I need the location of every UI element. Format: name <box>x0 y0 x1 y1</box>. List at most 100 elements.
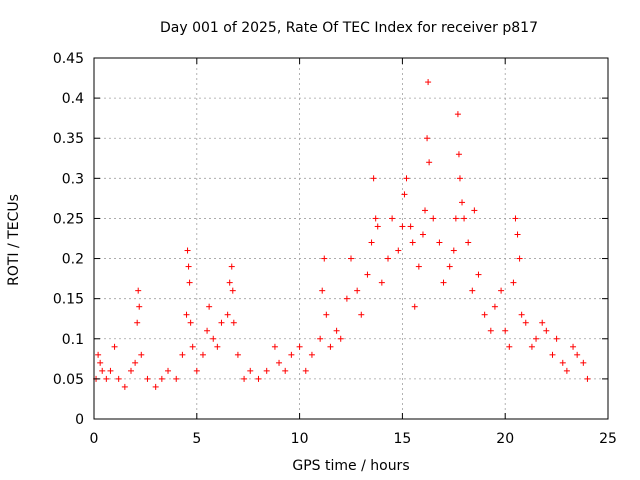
data-point <box>138 351 145 358</box>
data-point <box>512 215 519 222</box>
data-point <box>407 223 414 230</box>
data-point <box>539 319 546 326</box>
data-point <box>218 319 225 326</box>
data-point <box>152 383 159 390</box>
data-point <box>111 343 118 350</box>
data-point <box>522 319 529 326</box>
data-point <box>276 359 283 366</box>
data-point <box>459 199 466 206</box>
data-point <box>378 279 385 286</box>
data-point <box>389 215 396 222</box>
data-point <box>461 215 468 222</box>
data-point <box>230 319 237 326</box>
y-tick-label: 0.4 <box>62 91 84 107</box>
data-point <box>107 367 114 374</box>
x-tick-label: 20 <box>496 431 514 447</box>
data-point <box>370 175 377 182</box>
data-point <box>128 367 135 374</box>
data-point <box>247 367 254 374</box>
data-point <box>317 335 324 342</box>
data-point <box>319 287 326 294</box>
data-point <box>487 327 494 334</box>
data-point <box>135 287 142 294</box>
data-point <box>430 215 437 222</box>
y-tick-label: 0.45 <box>53 51 84 67</box>
data-point <box>491 303 498 310</box>
data-point <box>446 263 453 270</box>
y-tick-label: 0.05 <box>53 372 84 388</box>
y-tick-label: 0.25 <box>53 211 84 227</box>
data-point <box>374 223 381 230</box>
data-point <box>436 239 443 246</box>
data-point <box>502 327 509 334</box>
data-point <box>186 279 193 286</box>
data-point <box>321 255 328 262</box>
y-tick-label: 0 <box>75 412 84 428</box>
data-point <box>183 311 190 318</box>
x-tick-label: 0 <box>90 431 99 447</box>
data-point <box>424 135 431 142</box>
data-point <box>498 287 505 294</box>
data-point <box>327 343 334 350</box>
x-tick-label: 10 <box>291 431 309 447</box>
x-tick-label: 15 <box>393 431 411 447</box>
data-point <box>570 343 577 350</box>
data-point <box>506 343 513 350</box>
data-point <box>206 303 213 310</box>
data-point <box>409 239 416 246</box>
y-tick-label: 0.15 <box>53 292 84 308</box>
data-point <box>372 215 379 222</box>
data-point <box>228 263 235 270</box>
data-point <box>456 175 463 182</box>
data-point <box>440 279 447 286</box>
data-point <box>450 247 457 254</box>
data-point <box>358 311 365 318</box>
data-point <box>337 335 344 342</box>
data-point <box>99 367 106 374</box>
data-point <box>574 351 581 358</box>
data-point <box>103 375 110 382</box>
data-point <box>465 239 472 246</box>
data-point <box>271 343 278 350</box>
data-point <box>193 367 200 374</box>
data-point <box>134 319 141 326</box>
data-point <box>533 335 540 342</box>
data-point <box>144 375 151 382</box>
axis-ticks: 0 5 10 15 20 25 0 0.05 0.1 0.15 0.2 0.25 0.3 0.35 0.4 0… <box>53 51 617 447</box>
data-point <box>452 215 459 222</box>
data-point <box>399 223 406 230</box>
chart-title: Day 001 of 2025, Rate Of TEC Index for r… <box>160 20 538 36</box>
data-point <box>401 191 408 198</box>
data-point <box>210 335 217 342</box>
data-point <box>419 231 426 238</box>
data-point <box>199 351 206 358</box>
data-point <box>187 319 194 326</box>
grid-lines <box>94 58 608 419</box>
data-point <box>255 375 262 382</box>
data-point <box>403 175 410 182</box>
data-point <box>179 351 186 358</box>
data-point <box>549 351 556 358</box>
data-point <box>510 279 517 286</box>
data-point <box>288 351 295 358</box>
x-tick-label: 25 <box>599 431 617 447</box>
data-point <box>385 255 392 262</box>
data-point <box>469 287 476 294</box>
data-point <box>426 159 433 166</box>
y-tick-label: 0.35 <box>53 131 84 147</box>
data-point <box>514 231 521 238</box>
data-point <box>234 351 241 358</box>
data-point <box>241 375 248 382</box>
data-point <box>481 311 488 318</box>
data-point <box>348 255 354 262</box>
data-point <box>411 303 418 310</box>
data-point <box>422 207 429 214</box>
data-point <box>563 367 570 374</box>
data-point <box>165 367 172 374</box>
data-point <box>364 271 371 278</box>
data-point <box>184 247 191 254</box>
data-point <box>425 79 432 86</box>
data-point <box>121 383 128 390</box>
data-point <box>543 327 550 334</box>
